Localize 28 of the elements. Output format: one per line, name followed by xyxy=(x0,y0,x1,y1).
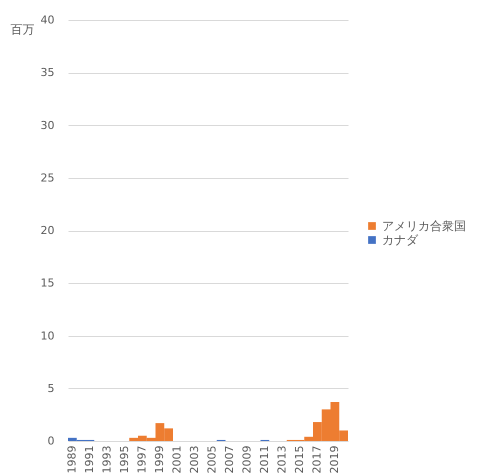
x-tick-label: 1993 xyxy=(100,446,114,474)
y-tick-label: 5 xyxy=(48,382,54,395)
y-tick-label: 0 xyxy=(48,434,54,448)
legend-label: カナダ xyxy=(382,233,419,247)
x-tick-label: 1997 xyxy=(135,446,148,474)
x-tick-label: 1995 xyxy=(118,446,131,474)
x-tick-label: 2007 xyxy=(222,446,236,474)
y-tick-label: 20 xyxy=(40,224,54,237)
x-tick-label: 1991 xyxy=(82,446,96,474)
x-tick-label: 2001 xyxy=(170,446,184,474)
y-tick-label: 35 xyxy=(40,66,54,80)
y-tick-label: 30 xyxy=(40,118,54,132)
x-tick-label: 1989 xyxy=(65,446,78,474)
x-tick-label: 2013 xyxy=(275,446,288,474)
legend-label: アメリカ合衆国 xyxy=(382,219,466,233)
y-tick-label: 40 xyxy=(40,14,54,26)
x-tick-label: 2005 xyxy=(205,446,218,474)
x-tick-label: 2019 xyxy=(328,446,341,474)
y-tick-label: 15 xyxy=(40,276,54,290)
x-tick-label: 2011 xyxy=(258,446,271,474)
x-tick-label: 2015 xyxy=(292,446,306,474)
y-tick-label: 25 xyxy=(40,171,54,184)
x-tick-label: 2017 xyxy=(310,446,324,474)
x-tick-label: 1999 xyxy=(152,446,166,474)
y-axis-title: 百万 xyxy=(10,22,34,36)
y-tick-label: 10 xyxy=(40,329,54,342)
x-tick-label: 2009 xyxy=(240,446,254,474)
x-tick-label: 2003 xyxy=(188,446,201,474)
